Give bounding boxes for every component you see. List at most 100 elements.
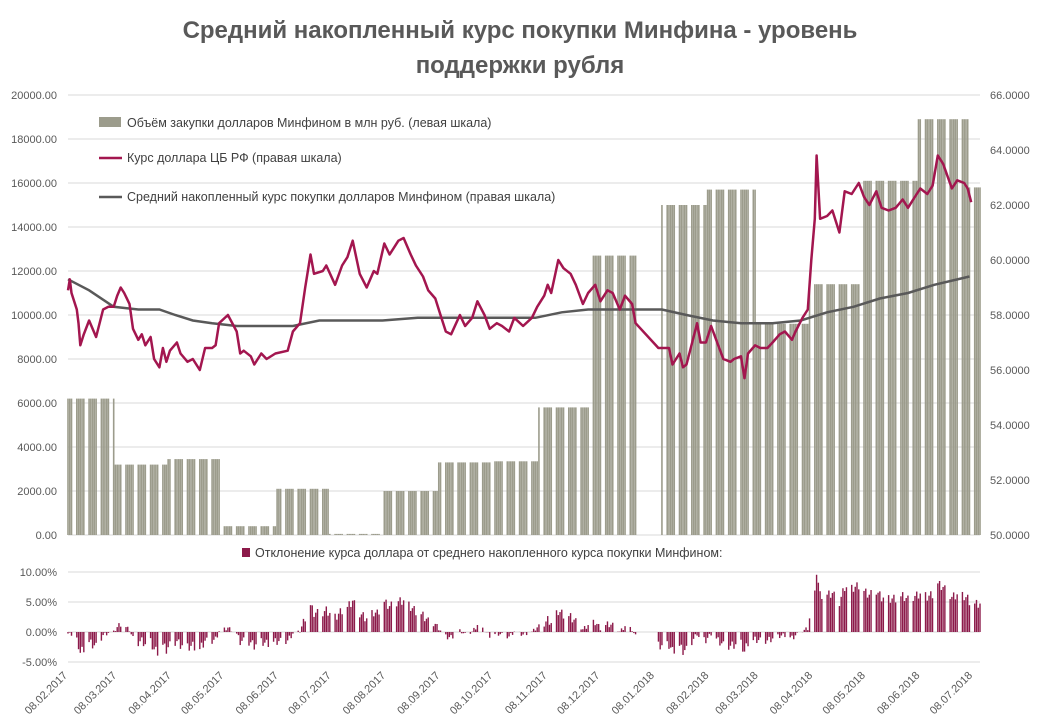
- deviation-bar: [789, 632, 791, 638]
- volume-bar: [734, 189, 737, 535]
- deviation-bar: [831, 593, 834, 632]
- volume-bar: [362, 533, 365, 535]
- deviation-bar: [132, 632, 134, 637]
- x-axis-tick-label: 08.05.2017: [179, 670, 226, 717]
- deviation-bar: [469, 632, 472, 634]
- deviation-bar: [385, 599, 387, 632]
- deviation-bar: [250, 632, 252, 643]
- volume-bar: [506, 461, 509, 535]
- deviation-bar: [301, 626, 303, 632]
- volume-bar: [483, 462, 486, 535]
- deviation-bar: [260, 632, 262, 639]
- volume-bar: [387, 491, 389, 535]
- deviation-bar: [120, 626, 122, 632]
- deviation-bars: [67, 574, 981, 656]
- volume-bar: [125, 464, 127, 535]
- volume-bar: [979, 187, 981, 535]
- volume-bar: [434, 491, 437, 535]
- deviation-bar: [696, 632, 698, 636]
- volume-bar: [216, 459, 219, 535]
- volume-bar: [784, 323, 786, 535]
- volume-bar: [928, 119, 930, 535]
- right-axis-tick-label: 54.0000: [990, 420, 1030, 432]
- volume-bar: [759, 323, 762, 535]
- deviation-bar: [854, 586, 856, 632]
- deviation-bar: [346, 606, 349, 632]
- volume-bar: [353, 533, 356, 535]
- volume-bar: [274, 526, 277, 535]
- volume-bar: [794, 323, 797, 535]
- volume-bar: [789, 323, 792, 535]
- deviation-bar: [708, 632, 711, 634]
- deviation-bar: [186, 632, 189, 644]
- volume-bar: [668, 205, 670, 535]
- volume-bar: [141, 464, 143, 535]
- deviation-bar: [568, 616, 570, 632]
- deviation-bar: [685, 632, 688, 646]
- deviation-bar: [297, 630, 299, 632]
- volume-bar: [445, 462, 447, 535]
- deviation-bar: [594, 625, 596, 632]
- deviation-bar: [149, 632, 152, 639]
- volume-bar: [153, 464, 155, 535]
- deviation-bar: [155, 632, 157, 647]
- deviation-bar: [833, 591, 835, 632]
- deviation-bar: [424, 621, 426, 632]
- volume-bar: [316, 488, 319, 535]
- volume-bar: [476, 462, 479, 535]
- volume-bar: [423, 491, 426, 535]
- deviation-bar: [313, 616, 315, 632]
- deviation-bar: [747, 632, 749, 647]
- deviation-bar: [366, 618, 368, 632]
- deviation-bar: [446, 632, 449, 640]
- volume-bar: [202, 459, 205, 535]
- deviation-bar: [858, 589, 860, 632]
- volume-bar: [538, 407, 540, 535]
- deviation-bar: [83, 632, 85, 653]
- deviation-bar: [557, 615, 559, 632]
- volume-bar: [977, 187, 980, 535]
- deviation-bar: [612, 622, 614, 632]
- volume-bar: [778, 323, 781, 535]
- deviation-bar: [163, 632, 166, 644]
- deviation-bar: [141, 632, 143, 638]
- volume-bar: [583, 407, 586, 535]
- volume-bar: [251, 526, 254, 535]
- deviation-bar: [634, 632, 637, 635]
- volume-bar: [494, 461, 496, 535]
- deviation-bar: [359, 617, 361, 632]
- deviation-bar: [67, 632, 69, 634]
- deviation-bar: [388, 606, 391, 632]
- volume-bar: [963, 119, 965, 535]
- deviation-bar: [402, 600, 405, 632]
- legend: Объём закупки долларов Минфином в млн ру…: [99, 116, 722, 560]
- deviation-bar: [733, 632, 735, 649]
- volume-bar: [81, 398, 83, 535]
- deviation-bar: [722, 632, 725, 642]
- deviation-bar: [462, 632, 465, 634]
- deviation-bar: [585, 628, 588, 632]
- deviation-bar: [422, 611, 424, 632]
- deviation-bar: [93, 632, 96, 646]
- volume-bar: [156, 464, 159, 535]
- volume-bar: [850, 284, 853, 535]
- avg-rate-line: [67, 275, 970, 328]
- volume-bar: [95, 398, 97, 535]
- deviation-bar: [286, 632, 289, 641]
- deviation-bar: [127, 626, 129, 632]
- deviation-bar: [202, 632, 205, 648]
- volume-bar: [875, 180, 878, 536]
- avg-rate-path: [67, 275, 970, 328]
- x-axis-tick-label: 08.10.2017: [448, 670, 495, 717]
- deviation-bar: [670, 632, 672, 648]
- deviation-bar: [907, 595, 909, 632]
- deviation-bar: [125, 627, 127, 632]
- volume-bar: [771, 323, 774, 535]
- deviation-bar: [199, 632, 201, 650]
- volume-bar: [912, 180, 915, 536]
- volume-bar: [211, 459, 213, 535]
- deviation-bar: [692, 632, 695, 639]
- volume-bar: [395, 491, 398, 535]
- deviation-bar: [276, 632, 278, 645]
